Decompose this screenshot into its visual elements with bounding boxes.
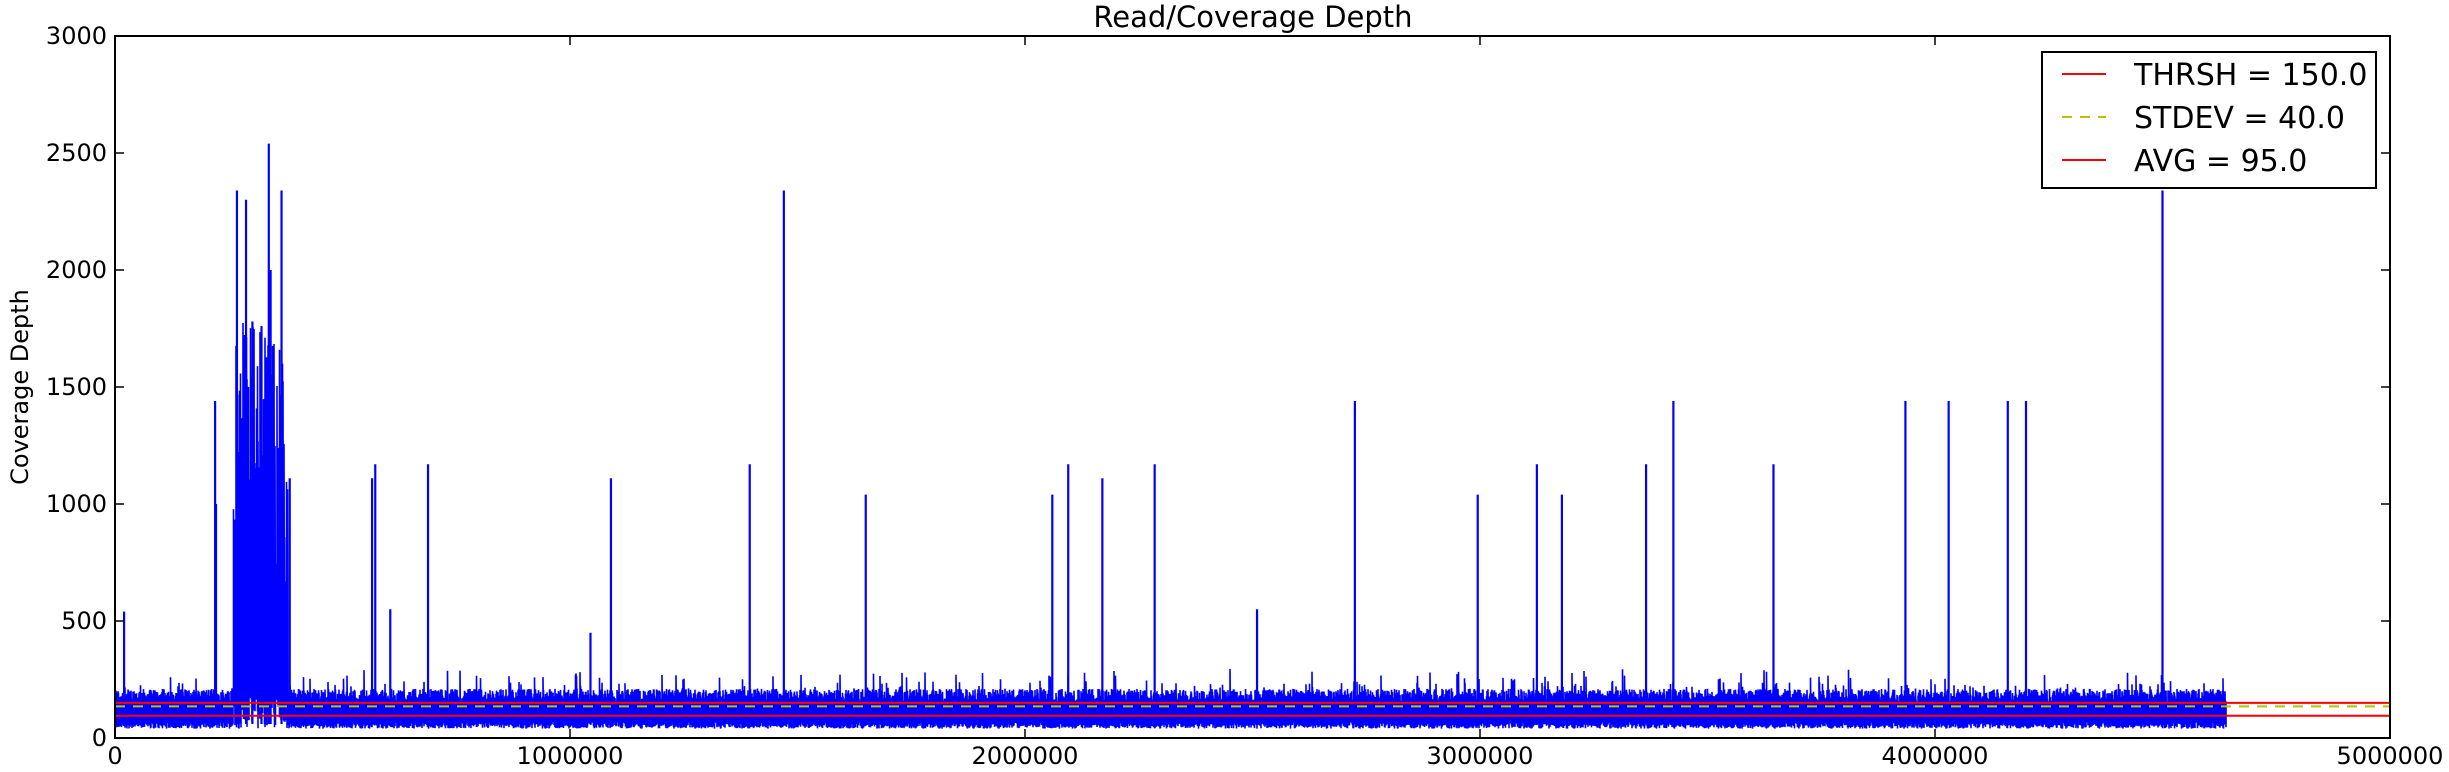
y-tick-label: 500 bbox=[61, 607, 107, 635]
y-tick-label: 0 bbox=[92, 724, 107, 752]
y-tick-label: 3000 bbox=[46, 22, 107, 50]
y-axis-label: Coverage Depth bbox=[6, 289, 34, 485]
x-tick-label: 2000000 bbox=[972, 742, 1079, 770]
legend-label-stdev: STDEV = 40.0 bbox=[2134, 101, 2345, 136]
x-tick-label: 0 bbox=[107, 742, 122, 770]
legend: THRSH = 150.0 STDEV = 40.0 AVG = 95.0 bbox=[2041, 51, 2377, 189]
x-tick-label: 1000000 bbox=[517, 742, 624, 770]
series-layer bbox=[114, 143, 2227, 729]
coverage-trace bbox=[114, 322, 2227, 729]
y-tick-label: 2000 bbox=[46, 256, 107, 284]
legend-label-avg: AVG = 95.0 bbox=[2134, 144, 2307, 179]
y-tick-label: 1500 bbox=[46, 373, 107, 401]
chart-title: Read/Coverage Depth bbox=[1093, 0, 1412, 34]
reference-lines bbox=[115, 701, 2390, 717]
y-tick-label: 1000 bbox=[46, 490, 107, 518]
legend-label-thrsh: THRSH = 150.0 bbox=[2133, 58, 2367, 93]
x-tick-label: 4000000 bbox=[1882, 742, 1989, 770]
y-tick-label: 2500 bbox=[46, 139, 107, 167]
y-axis-ticks: 0 500 1000 1500 2000 2500 3000 bbox=[46, 22, 2390, 752]
x-tick-label: 5000000 bbox=[2337, 742, 2444, 770]
x-tick-label: 3000000 bbox=[1427, 742, 1534, 770]
x-axis-ticks: 0 1000000 2000000 3000000 4000000 5000000 bbox=[107, 36, 2443, 770]
